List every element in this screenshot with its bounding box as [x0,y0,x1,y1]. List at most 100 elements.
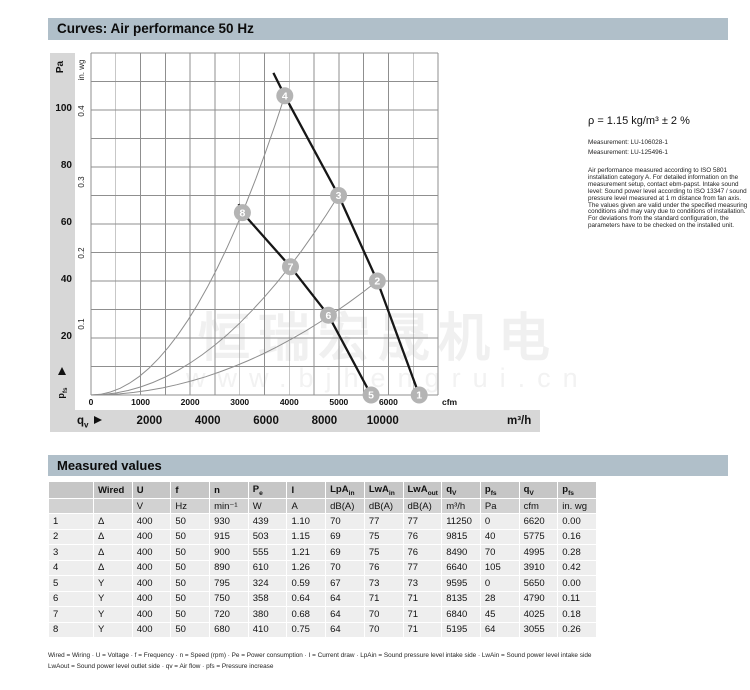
column-header: qV [442,482,480,498]
m3h-tick-label: 10000 [366,415,399,427]
column-header: f [171,482,210,498]
column-unit: dB(A) [326,499,364,513]
table-cell: 6840 [442,607,480,622]
pa-axis-unit: Pa [55,60,66,74]
table-cell: 50 [171,607,210,622]
table-cell: 930 [210,514,248,529]
table-cell: 50 [171,529,210,544]
table-cell: 71 [403,622,442,637]
table-cell: 5195 [442,622,480,637]
table-cell: 680 [210,622,248,637]
column-header: Wired [94,482,132,498]
operating-point-8 [233,204,251,222]
column-unit: dB(A) [403,499,442,513]
column-header: pfs [558,482,596,498]
column-unit: m³/h [442,499,480,513]
table-cell: 64 [480,622,519,637]
m3h-tick-label: 8000 [311,415,338,427]
column-header: qV [519,482,558,498]
table-cell: 50 [171,622,210,637]
table-cell: 1.10 [287,514,326,529]
operating-point-label: 8 [239,207,245,219]
table-cell: 73 [403,576,442,591]
table-cell: 0.26 [558,622,596,637]
table-cell: 77 [403,560,442,575]
table-cell: 0.00 [558,514,596,529]
system-curve-1 [90,95,286,396]
table-cell: 0.59 [287,576,326,591]
operating-point-label: 5 [368,390,374,402]
table-cell: 0.18 [558,607,596,622]
table-cell: 4025 [519,607,558,622]
table-cell: 610 [248,560,287,575]
inwg-tick-label: 0.3 [77,176,86,188]
table-cell: 400 [132,529,171,544]
table-row: 3 Δ 400 50 900 555 1.21 69 75 76 8490 70 4995 0.28 [49,545,596,560]
table-cell: 750 [210,591,248,606]
table-cell: 69 [326,545,364,560]
table-cell: 4 [49,560,93,575]
pfs-axis-symbol: pfs [56,387,69,399]
table-cell: 555 [248,545,287,560]
table-cell: 70 [364,607,403,622]
inwg-axis-unit: in. wg [77,59,86,81]
table-cell: 71 [364,591,403,606]
table-cell: 3055 [519,622,558,637]
table-cell: 400 [132,591,171,606]
measurement-note: Air performance measured according to IS… [588,167,748,230]
table-cell: 1.21 [287,545,326,560]
table-cell: 0.11 [558,591,596,606]
table-cell: 77 [364,514,403,529]
table-cell: 4790 [519,591,558,606]
table-cell: 11250 [442,514,480,529]
column-unit: min⁻¹ [210,499,248,513]
table-cell: 0.64 [287,591,326,606]
pfs-axis-arrow-icon [58,367,66,375]
table-cell: 70 [326,560,364,575]
table-cell: 8490 [442,545,480,560]
table-cell: 4995 [519,545,558,560]
column-unit: V [132,499,171,513]
table-cell: 400 [132,622,171,637]
table-cell: 890 [210,560,248,575]
cfm-tick-label: 5000 [329,397,349,407]
table-cell: 0.68 [287,607,326,622]
table-row: 7 Y 400 50 720 380 0.68 64 70 71 6840 45 4025 0.18 [49,607,596,622]
table-cell: 1.15 [287,529,326,544]
table-cell: 71 [403,607,442,622]
curves-section-bar: Curves: Air performance 50 Hz [48,18,728,40]
table-cell: 28 [480,591,519,606]
table-cell: 73 [364,576,403,591]
operating-point-label: 4 [282,91,288,103]
table-cell: 6640 [442,560,480,575]
operating-point-label: 7 [288,262,294,274]
m3h-tick-label: 4000 [194,415,221,427]
table-cell: Δ [94,545,132,560]
table-cell: 67 [326,576,364,591]
table-cell: 5775 [519,529,558,544]
cfm-unit-label: cfm [442,397,458,407]
column-header: n [210,482,248,498]
operating-point-3 [330,187,348,204]
table-cell: 76 [403,529,442,544]
table-cell: 400 [132,576,171,591]
column-unit [49,499,93,513]
cfm-tick-label: 4000 [279,397,299,407]
table-cell: 380 [248,607,287,622]
column-unit: cfm [519,499,558,513]
operating-point-7 [282,258,299,276]
operating-point-4 [276,87,294,105]
plot-grid [90,52,439,396]
table-cell: 40 [480,529,519,544]
table-cell: 64 [326,607,364,622]
table-cell: Y [94,622,132,637]
table-cell: 6620 [519,514,558,529]
table-cell: Δ [94,560,132,575]
table-cell: 77 [403,514,442,529]
table-cell: 795 [210,576,248,591]
table-cell: 1.26 [287,560,326,575]
operating-point-label: 2 [374,276,380,288]
table-cell: 105 [480,560,519,575]
column-header: LwAin [364,482,403,498]
